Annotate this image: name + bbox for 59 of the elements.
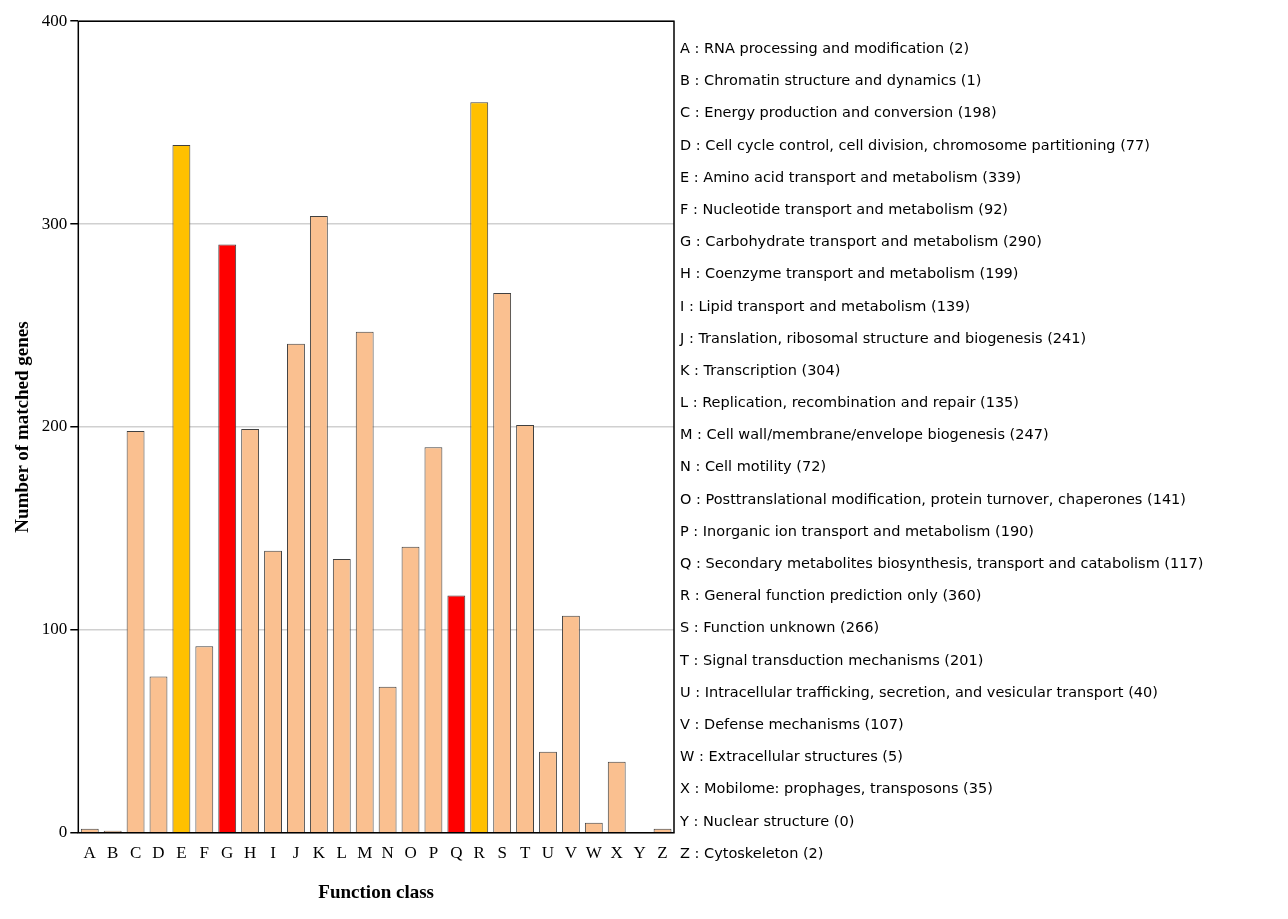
y-tick-label: 400	[41, 10, 68, 30]
x-axis-title: Function class	[318, 880, 434, 902]
x-tick-label: F	[199, 843, 210, 863]
text: L : Replication, recombination and repair (135)	[680, 393, 1020, 413]
x-tick-label: Z	[657, 843, 668, 863]
text: X : Mobilome: prophages, transposons (35)	[680, 779, 994, 799]
text: B : Chromatin structure and dynamics (1)	[680, 71, 983, 91]
text: C : Energy production and conversion (198)	[680, 103, 998, 123]
x-tick-label: D	[152, 843, 165, 863]
x-tick-label: Y	[633, 843, 646, 863]
x-tick-label: N	[381, 843, 394, 863]
x-tick-label: T	[519, 843, 531, 863]
x-tick-label: Q	[450, 843, 463, 863]
text: E : Amino acid transport and metabolism (339)	[680, 167, 1023, 187]
text: V : Defense mechanisms (107)	[680, 714, 905, 734]
x-tick-label: J	[292, 843, 300, 863]
x-tick-label: U	[541, 843, 555, 863]
text: D : Cell cycle control, cell division, chromosome partitioning (77)	[680, 135, 1151, 155]
x-tick-label: K	[312, 843, 326, 863]
text: U : Intracellular trafficking, secretion, and vesicular transport (40)	[680, 682, 1159, 702]
text: T : Signal transduction mechanisms (201)	[680, 650, 985, 670]
x-tick-label: G	[221, 843, 234, 863]
text: A : RNA processing and modification (2)	[680, 39, 971, 58]
text: N : Cell motility (72)	[680, 457, 828, 477]
text: I : Lipid transport and metabolism (139)	[680, 296, 972, 316]
y-tick-label: 100	[41, 619, 68, 639]
text: Y : Nuclear structure (0)	[680, 811, 856, 831]
y-tick-label: 300	[41, 213, 68, 233]
text: Z : Cytoskeleton (2)	[680, 843, 825, 863]
x-tick-label: X	[610, 843, 623, 863]
y-tick-label: 0	[58, 822, 68, 842]
text: M : Cell wall/membrane/envelope biogenesis (247)	[680, 425, 1050, 445]
x-tick-label: O	[404, 843, 417, 863]
x-tick-label: M	[357, 843, 373, 863]
y-axis-title: Number of matched genes	[11, 321, 33, 533]
text: Q : Secondary metabolites biosynthesis, transport and catabolism (117)	[680, 554, 1205, 573]
text: P : Inorganic ion transport and metabolism (190)	[680, 521, 1035, 541]
x-tick-label: S	[497, 843, 507, 863]
text: G : Carbohydrate transport and metabolism (290)	[680, 232, 1043, 252]
x-tick-label: C	[129, 843, 142, 863]
text: R : General function prediction only (360)	[680, 586, 983, 606]
x-tick-label: V	[564, 843, 578, 863]
x-tick-label: W	[585, 843, 603, 863]
text: O : Posttranslational modification, protein turnover, chaperones (141)	[680, 489, 1187, 509]
text: S : Function unknown (266)	[680, 618, 881, 638]
x-tick-label: H	[244, 843, 257, 863]
x-tick-label: E	[176, 843, 187, 863]
x-tick-label: R	[473, 843, 486, 863]
text: W : Extracellular structures (5)	[680, 747, 904, 767]
y-tick-label: 200	[41, 416, 68, 436]
text: F : Nucleotide transport and metabolism (92)	[680, 199, 1010, 219]
x-tick-label: A	[83, 843, 97, 863]
x-tick-label: I	[270, 843, 277, 863]
x-tick-label: L	[336, 843, 347, 863]
text: J : Translation, ribosomal structure and biogenesis (241)	[680, 328, 1088, 348]
x-tick-label: P	[428, 843, 439, 863]
text: H : Coenzyme transport and metabolism (199)	[680, 264, 1020, 284]
x-tick-label: B	[107, 843, 119, 863]
text: K : Transcription (304)	[680, 360, 842, 380]
